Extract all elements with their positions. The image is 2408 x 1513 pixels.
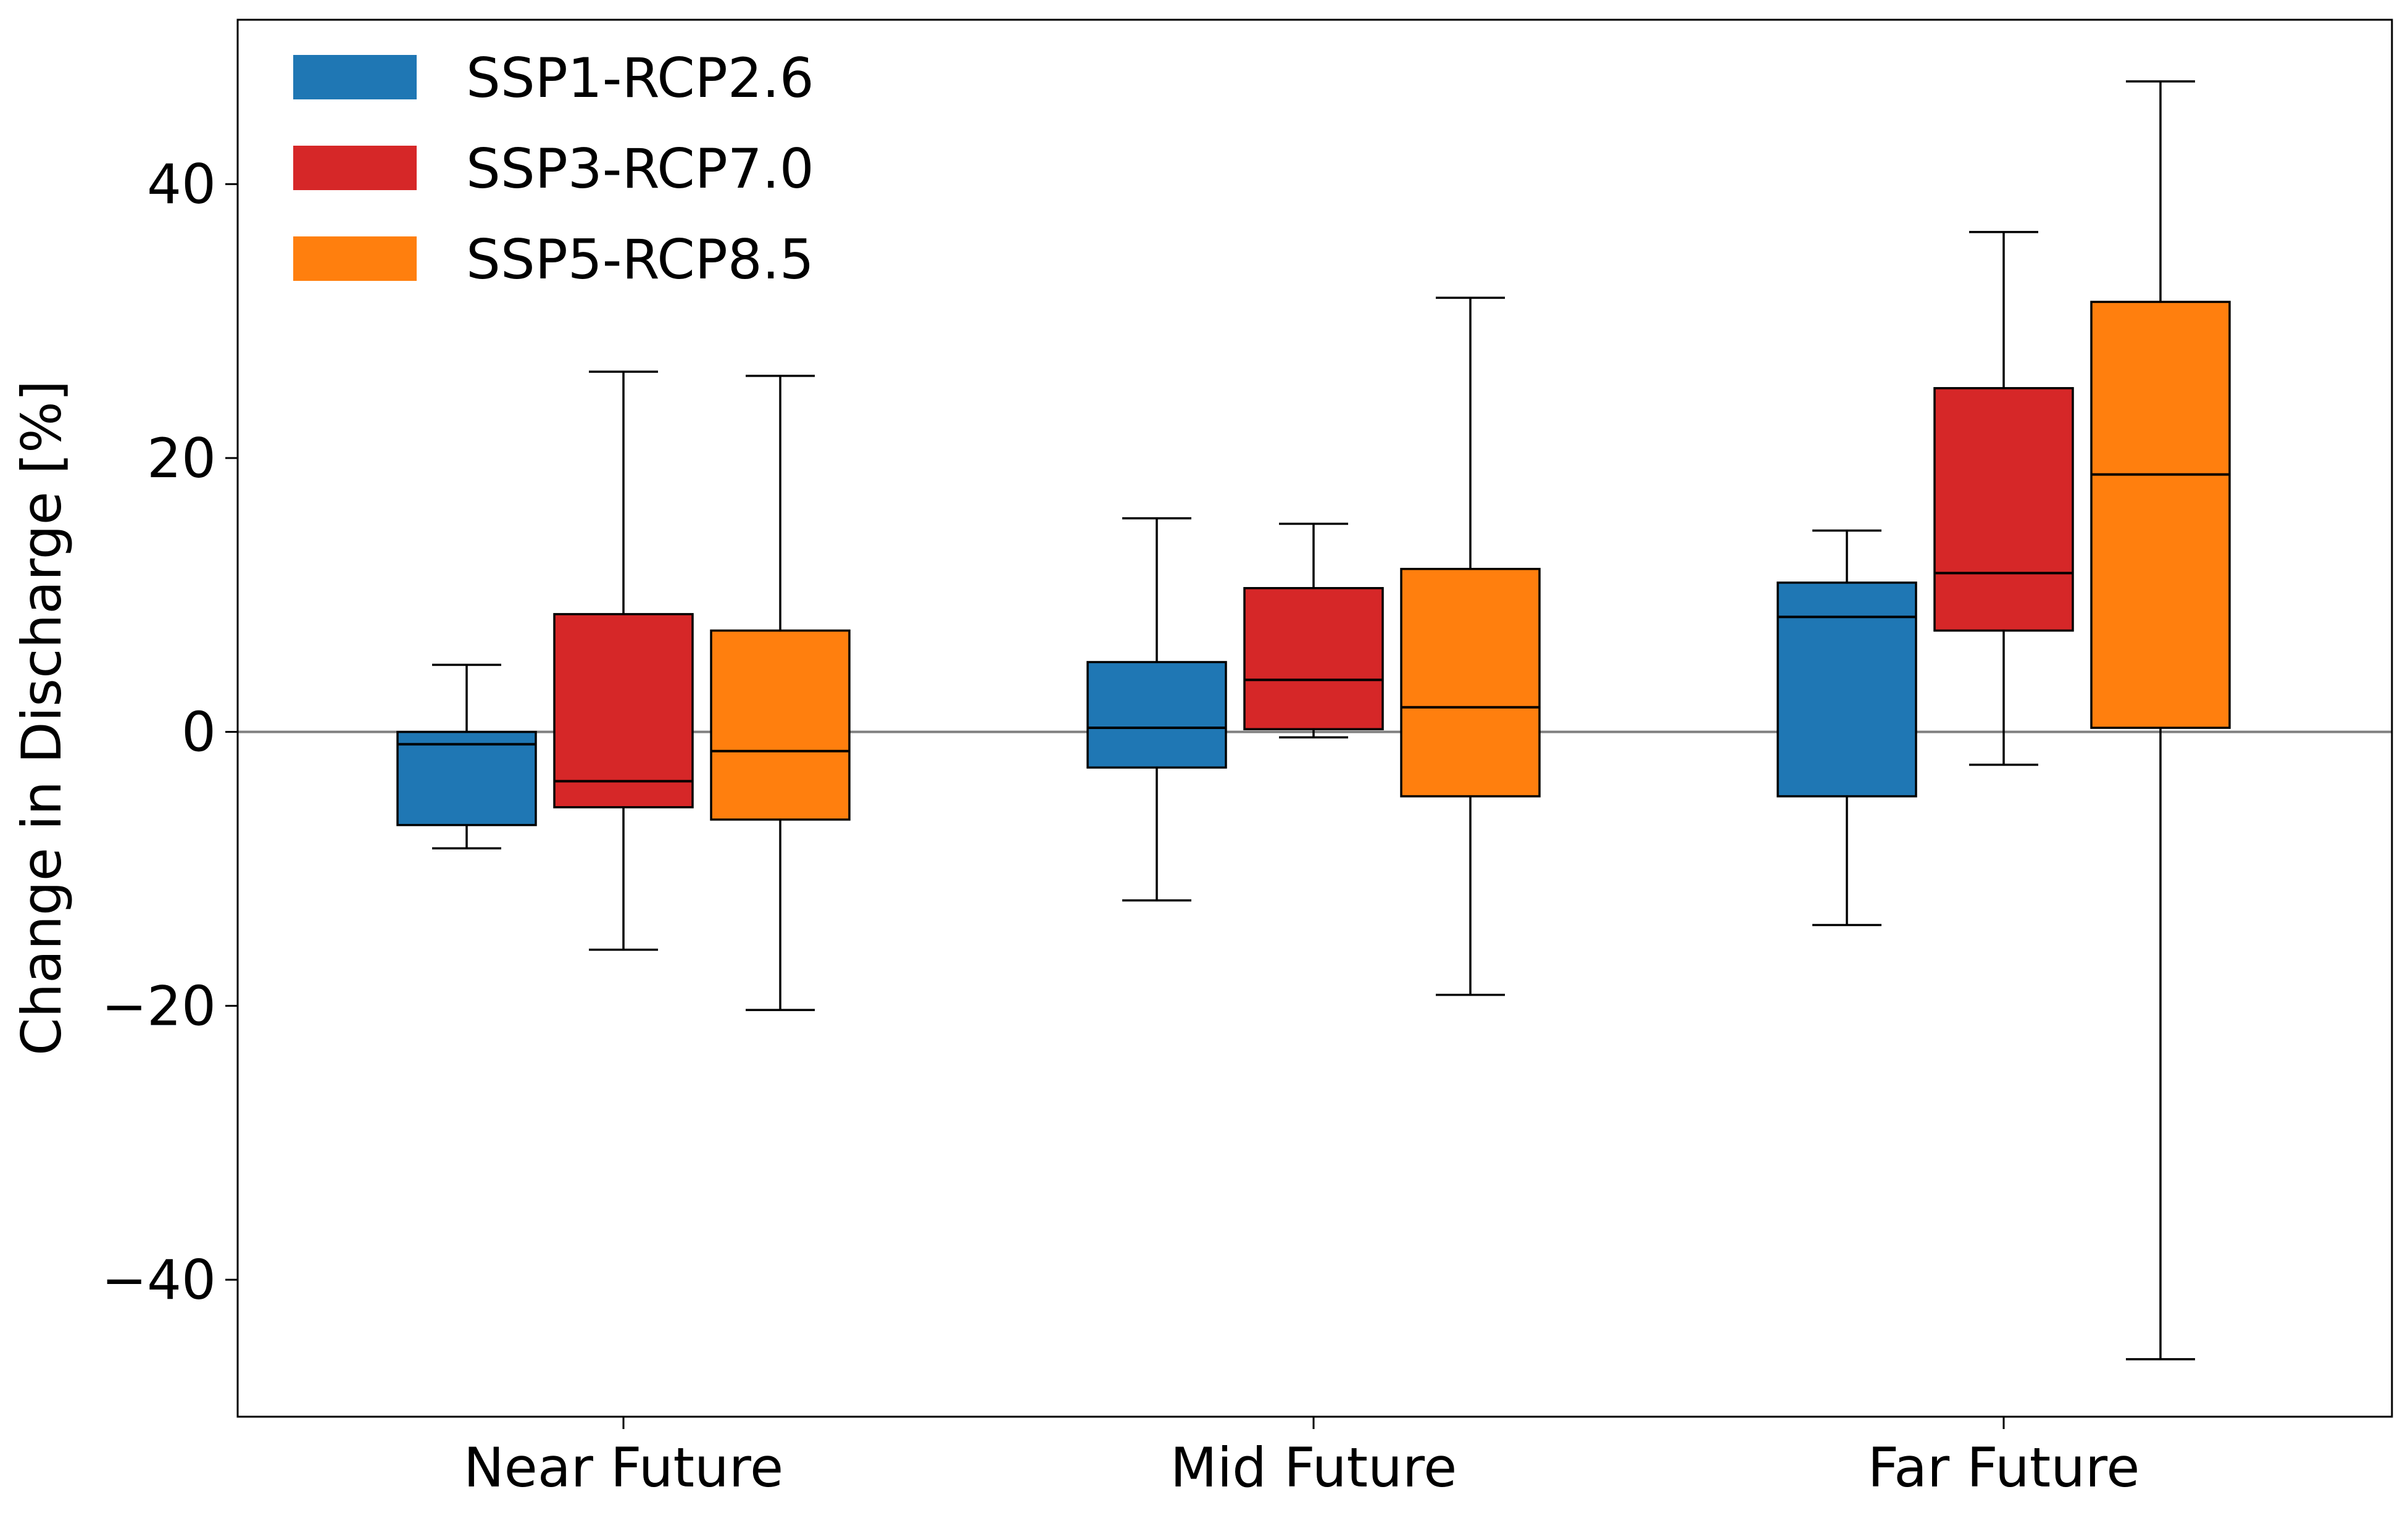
box-body (1086, 661, 1227, 769)
y-axis-label: Change in Discharge [%] (10, 380, 73, 1056)
legend-label: SSP1-RCP2.6 (466, 46, 814, 110)
box-2-2 (2090, 80, 2231, 1361)
x-axis-ticks: Near Future Mid Future Far Future (464, 1417, 2140, 1499)
x-tick-label: Near Future (464, 1436, 783, 1499)
box-2-1 (1400, 296, 1541, 996)
legend-label: SSP3-RCP7.0 (466, 137, 814, 201)
y-axis-ticks: −40 −20 0 20 40 (101, 152, 238, 1312)
legend-swatch (293, 236, 417, 281)
box-body (553, 613, 694, 809)
box-body (1243, 586, 1384, 730)
legend-label: SSP5-RCP8.5 (466, 228, 814, 291)
box-0-1 (1086, 517, 1227, 902)
x-tick-label: Far Future (1868, 1436, 2140, 1499)
box-0-0 (396, 664, 537, 850)
box-body (710, 629, 851, 821)
box-body (2090, 301, 2231, 729)
box-1-0 (553, 370, 694, 951)
y-tick-label: 0 (181, 701, 216, 764)
y-tick-label: −20 (101, 974, 216, 1038)
box-body (1933, 387, 2074, 632)
box-2-0 (710, 375, 851, 1011)
box-1-2 (1933, 231, 2074, 766)
box-1-1 (1243, 522, 1384, 739)
y-tick-label: −40 (101, 1248, 216, 1312)
y-tick-label: 40 (147, 152, 216, 216)
box-0-2 (1777, 529, 1917, 927)
box-body (396, 730, 537, 827)
box-body (1400, 567, 1541, 798)
box-body (1777, 581, 1917, 798)
plot-frame (236, 19, 2393, 1418)
x-tick-label: Mid Future (1170, 1436, 1457, 1499)
plot-area (238, 80, 2392, 1361)
legend-swatch (293, 55, 417, 99)
legend-swatch (293, 146, 417, 190)
y-tick-label: 20 (147, 427, 216, 490)
legend: SSP1-RCP2.6 SSP3-RCP7.0 SSP5-RCP8.5 (293, 46, 814, 291)
